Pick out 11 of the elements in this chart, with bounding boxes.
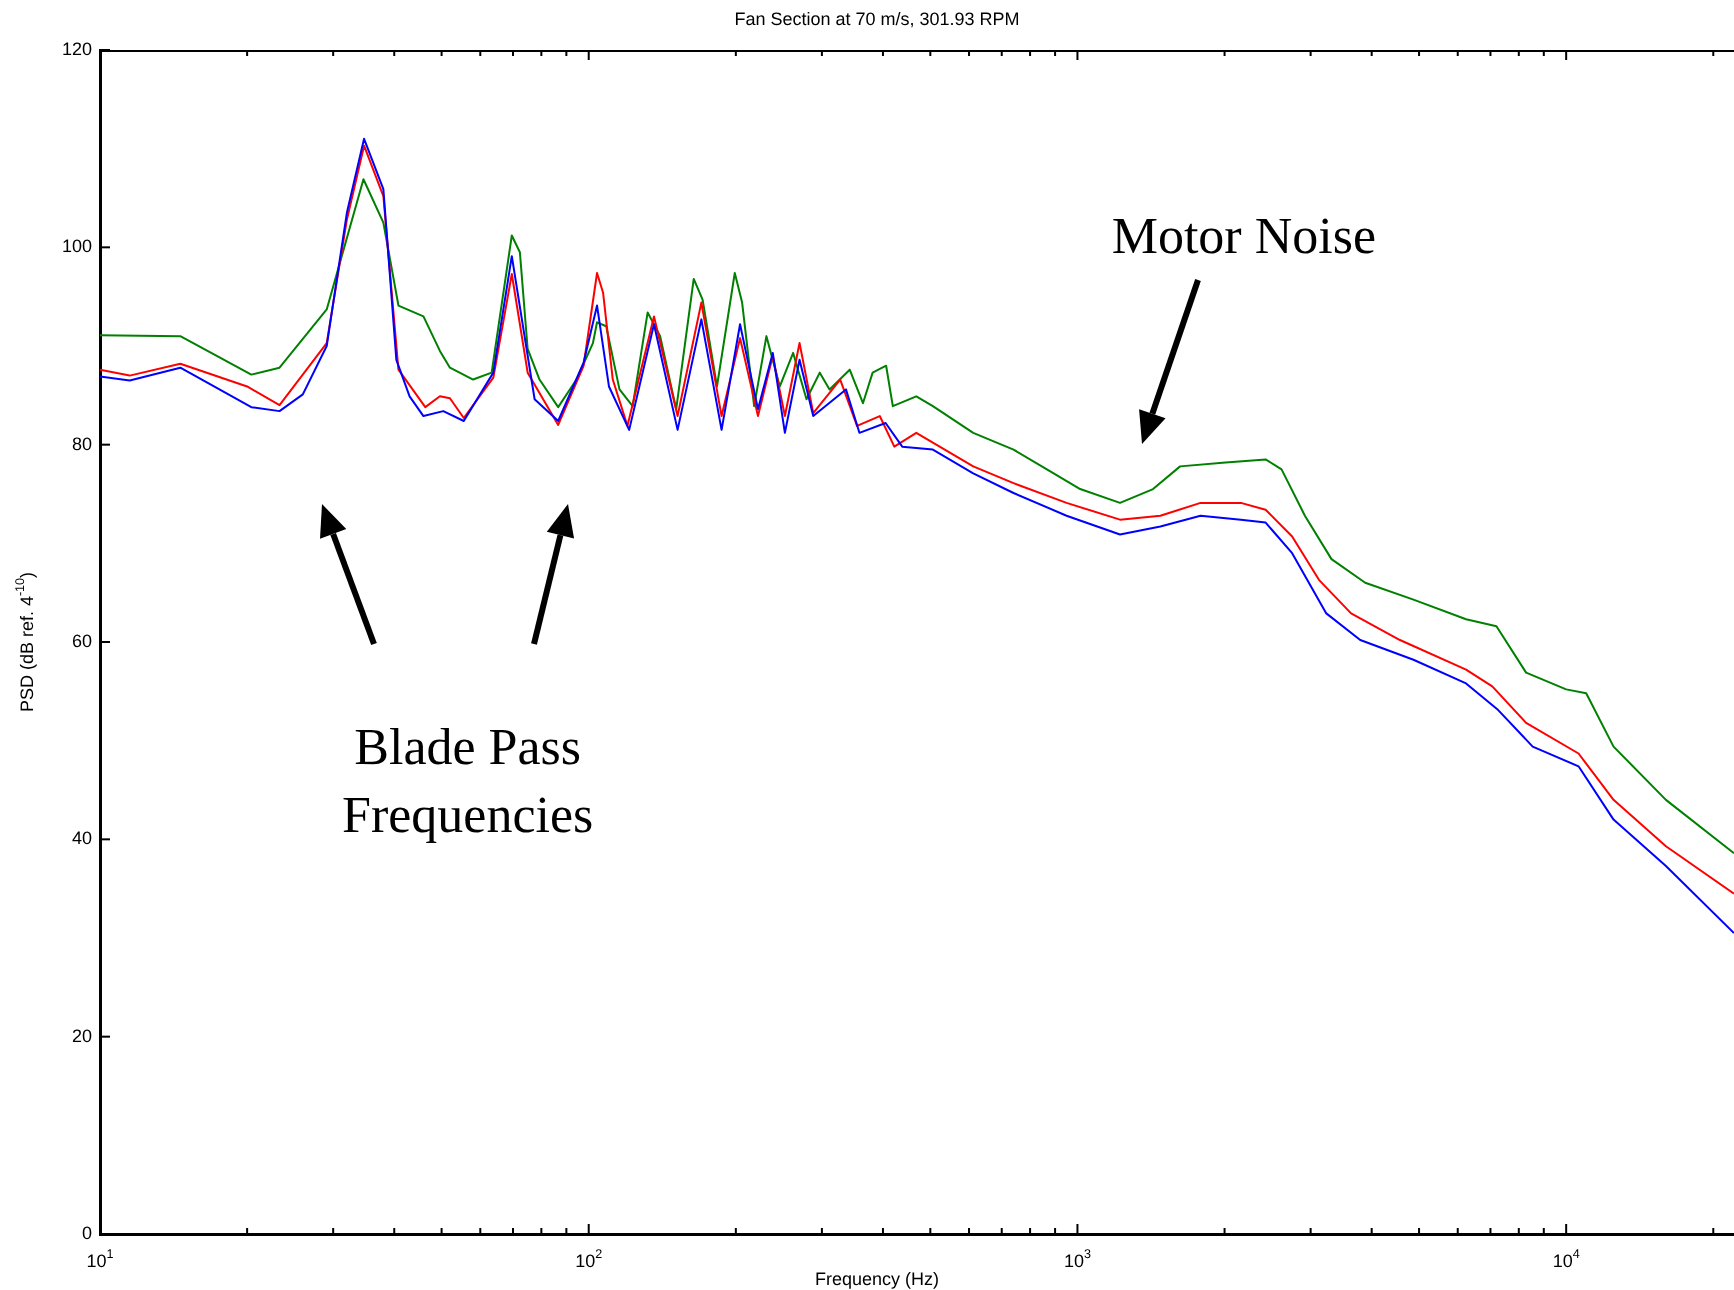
chart-title: Fan Section at 70 m/s, 301.93 RPM: [734, 8, 1020, 29]
y-tick-label: 120: [61, 38, 92, 59]
y-tick-label: 40: [71, 828, 92, 849]
y-tick-label: 0: [81, 1222, 92, 1243]
annotation: Blade Pass Frequencies: [342, 717, 594, 844]
annotation: Motor Noise: [1111, 207, 1376, 266]
x-axis-title: Frequency (Hz): [814, 1268, 940, 1289]
y-tick-label: 60: [71, 630, 92, 651]
y-tick-label: 80: [71, 433, 92, 454]
y-tick-label: 100: [61, 236, 92, 257]
y-tick-label: 20: [71, 1025, 92, 1046]
